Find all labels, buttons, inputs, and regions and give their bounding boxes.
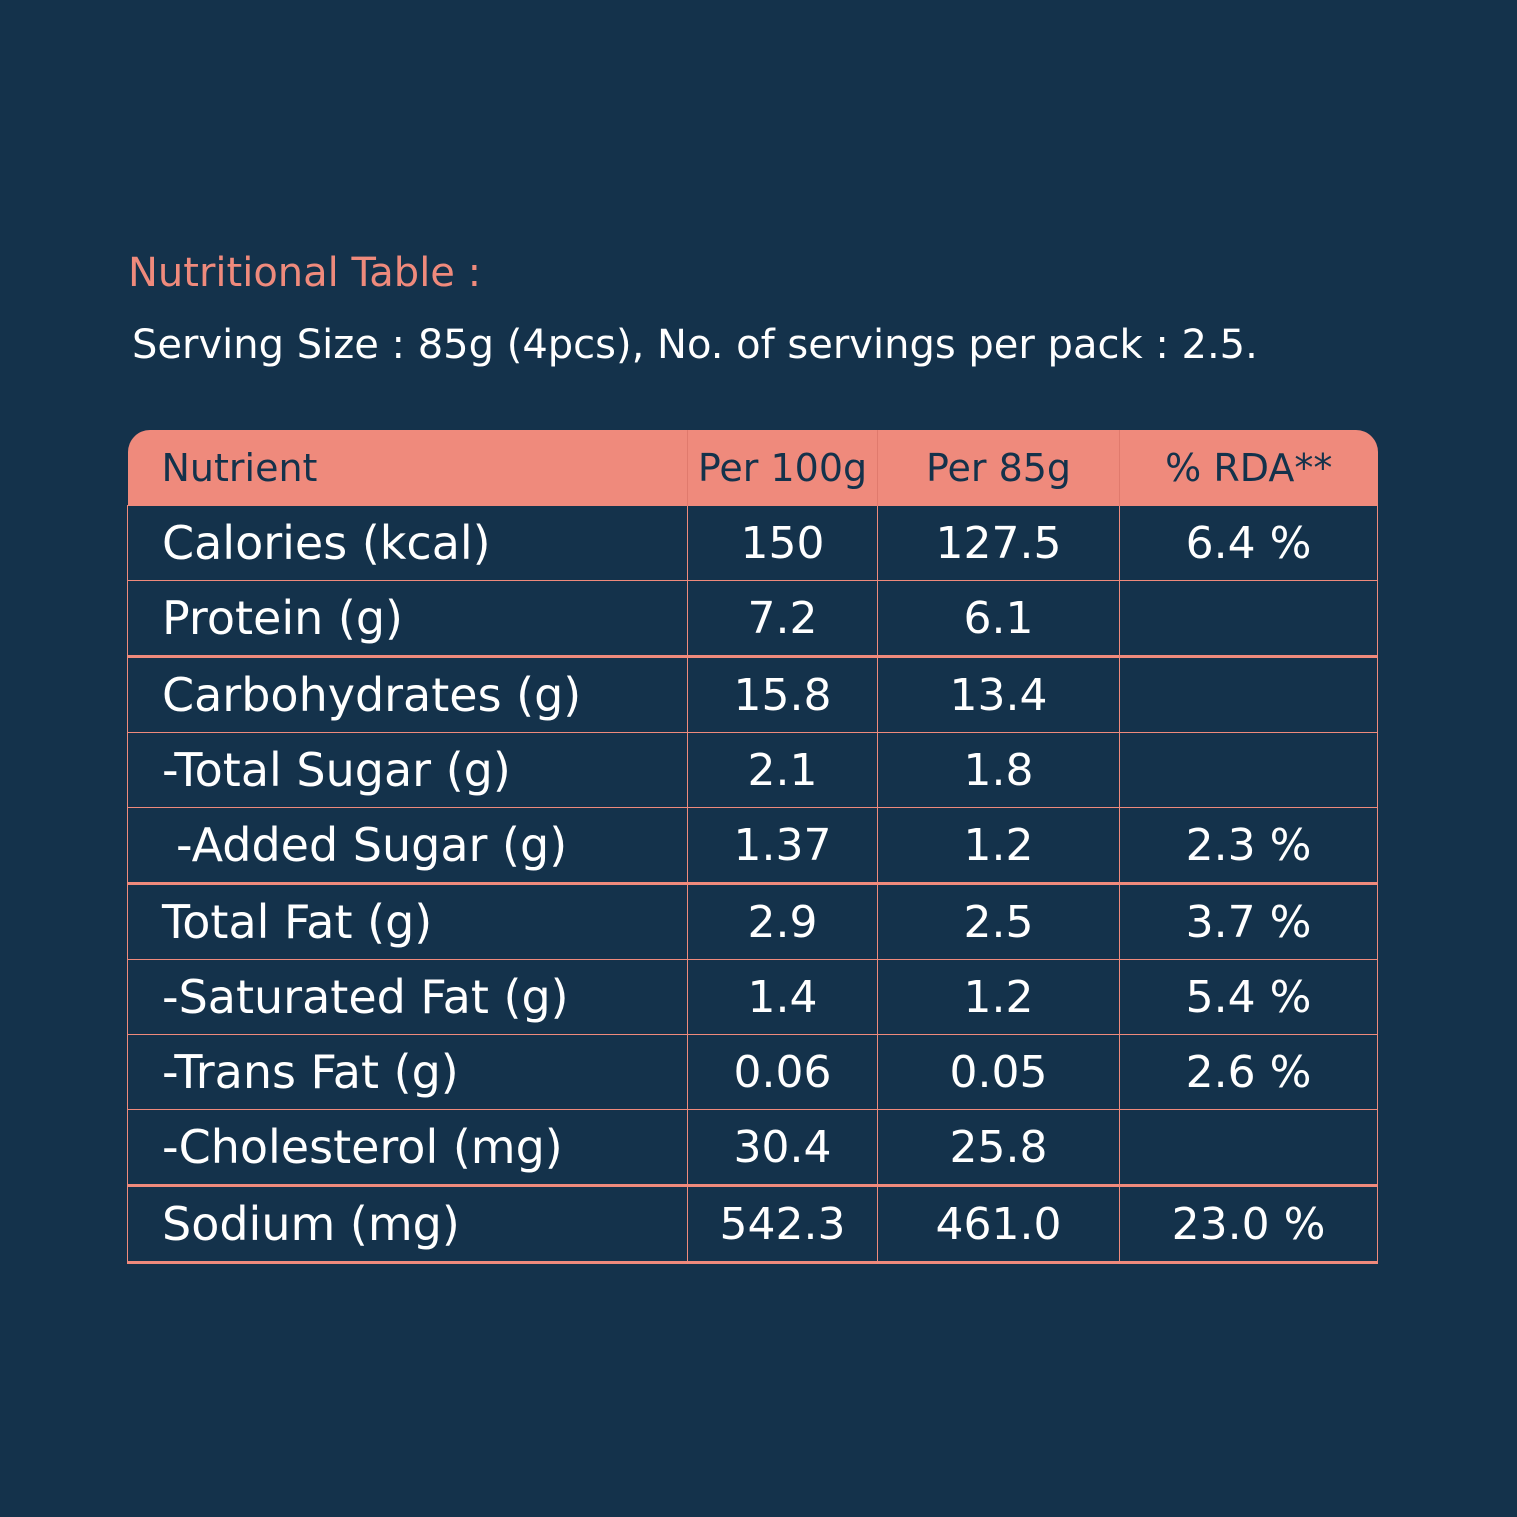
per-100g-value: 542.3 [687,1185,878,1264]
col-header-per-85g: Per 85g [877,430,1120,506]
per-100g-value: 15.8 [687,656,878,733]
table-row: -Trans Fat (g) 0.06 0.05 2.6 % [127,1034,1378,1110]
table-row: Calories (kcal) 150 127.5 6.4 % [127,505,1378,581]
per-85g-value: 127.5 [877,505,1120,581]
table-row: Total Fat (g) 2.9 2.5 3.7 % [127,883,1378,960]
per-85g-value: 1.2 [877,807,1120,885]
per-100g-value: 2.1 [687,732,878,808]
rda-value [1119,1109,1378,1187]
col-header-per-100g: Per 100g [687,430,878,506]
rda-value: 23.0 % [1119,1185,1378,1264]
rda-value [1119,656,1378,733]
table-row: -Saturated Fat (g) 1.4 1.2 5.4 % [127,959,1378,1035]
page-title: Nutritional Table : [128,250,482,296]
nutrient-name: Total Fat (g) [127,883,688,960]
per-100g-value: 7.2 [687,580,878,658]
nutrition-table: Nutrient Per 100g Per 85g % RDA** Calori… [127,430,1378,1264]
per-100g-value: 1.4 [687,959,878,1035]
table-body: Calories (kcal) 150 127.5 6.4 % Protein … [127,505,1378,1264]
per-100g-value: 150 [687,505,878,581]
per-85g-value: 6.1 [877,580,1120,658]
nutrient-name: -Added Sugar (g) [127,807,688,885]
per-85g-value: 13.4 [877,656,1120,733]
per-85g-value: 2.5 [877,883,1120,960]
per-85g-value: 0.05 [877,1034,1120,1110]
col-header-rda: % RDA** [1119,430,1378,506]
table-row: -Added Sugar (g) 1.37 1.2 2.3 % [127,807,1378,885]
rda-value: 2.3 % [1119,807,1378,885]
table-row: -Total Sugar (g) 2.1 1.8 [127,732,1378,808]
nutrient-name: Calories (kcal) [127,505,688,581]
per-100g-value: 2.9 [687,883,878,960]
per-85g-value: 25.8 [877,1109,1120,1187]
table-row: Carbohydrates (g) 15.8 13.4 [127,656,1378,733]
per-85g-value: 1.8 [877,732,1120,808]
nutrient-name: Protein (g) [127,580,688,658]
table-header: Nutrient Per 100g Per 85g % RDA** [127,430,1378,506]
rda-value: 5.4 % [1119,959,1378,1035]
nutrient-name: Sodium (mg) [127,1185,688,1264]
nutrient-name: -Trans Fat (g) [127,1034,688,1110]
per-85g-value: 1.2 [877,959,1120,1035]
per-100g-value: 30.4 [687,1109,878,1187]
per-85g-value: 461.0 [877,1185,1120,1264]
nutrient-name: Carbohydrates (g) [127,656,688,733]
rda-value: 3.7 % [1119,883,1378,960]
per-100g-value: 1.37 [687,807,878,885]
table-row: Sodium (mg) 542.3 461.0 23.0 % [127,1185,1378,1264]
rda-value: 2.6 % [1119,1034,1378,1110]
nutrition-table-container: Nutrient Per 100g Per 85g % RDA** Calori… [127,430,1378,1264]
per-100g-value: 0.06 [687,1034,878,1110]
nutrient-name: -Saturated Fat (g) [127,959,688,1035]
nutrient-name: -Cholesterol (mg) [127,1109,688,1187]
rda-value [1119,580,1378,658]
table-row: Protein (g) 7.2 6.1 [127,580,1378,658]
nutrient-name: -Total Sugar (g) [127,732,688,808]
header-row: Nutrient Per 100g Per 85g % RDA** [127,430,1378,506]
rda-value: 6.4 % [1119,505,1378,581]
table-row: -Cholesterol (mg) 30.4 25.8 [127,1109,1378,1187]
rda-value [1119,732,1378,808]
serving-info: Serving Size : 85g (4pcs), No. of servin… [132,322,1258,368]
col-header-nutrient: Nutrient [127,430,688,506]
